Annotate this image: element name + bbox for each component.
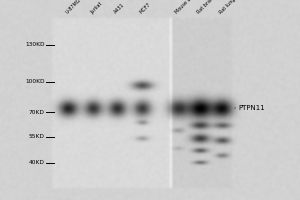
- Text: 130KD: 130KD: [25, 43, 44, 47]
- Text: 100KD: 100KD: [25, 79, 44, 84]
- Text: Rat brain: Rat brain: [196, 0, 216, 15]
- Text: Jurkat: Jurkat: [89, 1, 103, 15]
- Text: Rat lung: Rat lung: [218, 0, 236, 15]
- Text: Mouse brain: Mouse brain: [175, 0, 199, 15]
- Text: MCF7: MCF7: [139, 2, 152, 15]
- Text: A431: A431: [113, 2, 126, 15]
- Text: 55KD: 55KD: [28, 135, 44, 140]
- Text: U-87MG: U-87MG: [64, 0, 82, 15]
- Text: 70KD: 70KD: [28, 110, 44, 114]
- Text: PTPN11: PTPN11: [235, 105, 265, 111]
- Text: 40KD: 40KD: [28, 160, 44, 165]
